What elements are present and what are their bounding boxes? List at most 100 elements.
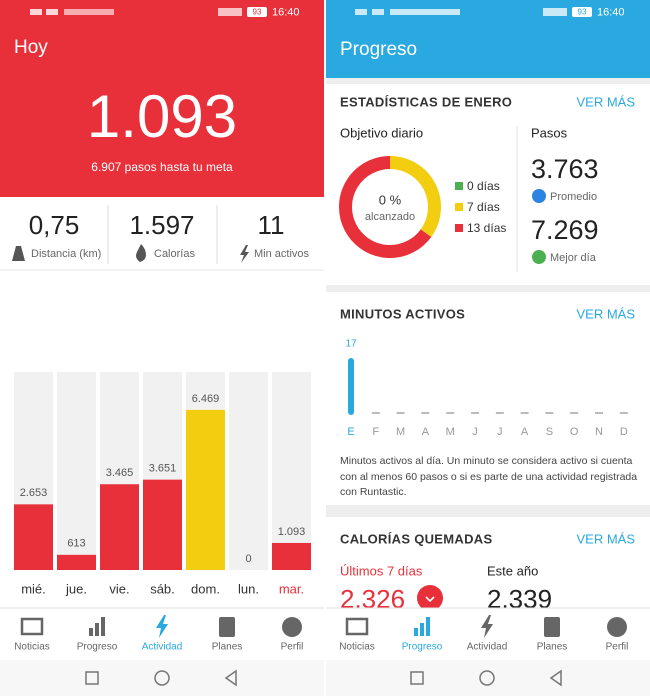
day-label[interactable]: vie. bbox=[109, 581, 129, 596]
bar bbox=[348, 358, 354, 415]
nav-icon bbox=[282, 617, 302, 637]
system-nav-bg bbox=[0, 660, 325, 696]
status-icons bbox=[355, 8, 567, 16]
column-bg bbox=[57, 372, 96, 570]
nav-icon bbox=[20, 617, 44, 636]
value-label: 3.465 bbox=[106, 467, 134, 479]
battery: 93 bbox=[578, 8, 587, 17]
system-nav-bg bbox=[325, 660, 650, 696]
card-title: CALORÍAS QUEMADAS bbox=[340, 531, 492, 546]
nav-label[interactable]: Noticias bbox=[14, 642, 50, 653]
minutes-chart: 17 E F M A M J J A S O N D bbox=[345, 339, 627, 438]
description: con al menos 60 pasos o si es parte de u… bbox=[340, 471, 637, 483]
see-more[interactable]: VER MÁS bbox=[576, 531, 635, 546]
day-label[interactable]: jue. bbox=[65, 581, 87, 596]
bolt-icon bbox=[240, 245, 249, 263]
left-header-bg bbox=[0, 0, 325, 197]
steps-title: Pasos bbox=[531, 125, 568, 140]
day-label[interactable]: sáb. bbox=[150, 581, 175, 596]
recents-button[interactable] bbox=[410, 671, 424, 685]
day-label[interactable]: lun. bbox=[238, 581, 259, 596]
battery: 93 bbox=[253, 8, 262, 17]
bar bbox=[272, 542, 311, 570]
nav-label[interactable]: Planes bbox=[537, 642, 568, 653]
bar bbox=[14, 504, 53, 570]
back-button[interactable] bbox=[549, 669, 562, 687]
see-more[interactable]: VER MÁS bbox=[576, 94, 635, 109]
month-label: M bbox=[446, 426, 455, 438]
today-steps: 1.093 bbox=[87, 83, 237, 150]
description: con Runtastic. bbox=[340, 486, 407, 498]
stat-value: 11 bbox=[258, 210, 285, 240]
status-time: 16:40 bbox=[272, 6, 300, 18]
nav-label[interactable]: Actividad bbox=[142, 642, 183, 653]
bottom-navs: Noticias Progreso Actividad Planes Perfil Not… bbox=[0, 607, 650, 696]
nav-icon bbox=[607, 617, 627, 637]
bar bbox=[143, 479, 182, 570]
goal-donut: 0 días 7 días 13 días 0 % alcanzado bbox=[339, 156, 506, 258]
card bbox=[325, 517, 650, 612]
stat-label: Min activos bbox=[254, 248, 310, 260]
day-label[interactable]: mar. bbox=[279, 581, 304, 596]
donut-segment bbox=[339, 156, 432, 258]
nav-label[interactable]: Progreso bbox=[77, 642, 118, 653]
nav-icon bbox=[156, 615, 168, 638]
day-label[interactable]: dom. bbox=[191, 581, 220, 596]
nav-label[interactable]: Planes bbox=[212, 642, 243, 653]
home-button[interactable] bbox=[154, 670, 170, 686]
dropdown-button[interactable] bbox=[417, 585, 443, 611]
day-label[interactable]: mié. bbox=[21, 581, 46, 596]
month-label: J bbox=[472, 426, 478, 438]
nav-label[interactable]: Perfil bbox=[281, 642, 304, 653]
home-button[interactable] bbox=[479, 670, 495, 686]
steps-remaining: 6.907 pasos hasta tu meta bbox=[91, 160, 233, 174]
screen-title: Hoy bbox=[14, 37, 48, 58]
stat-label: Calorías bbox=[154, 248, 195, 260]
nav-icon bbox=[414, 617, 430, 636]
back-button[interactable] bbox=[224, 669, 237, 687]
recents-button[interactable] bbox=[85, 671, 99, 685]
best-icon bbox=[532, 250, 546, 264]
best-steps: 7.269 bbox=[531, 215, 599, 245]
nav-icon bbox=[219, 617, 235, 637]
value-label: 613 bbox=[67, 538, 85, 550]
month-label: F bbox=[372, 426, 379, 438]
see-more[interactable]: VER MÁS bbox=[576, 306, 635, 321]
month-label: E bbox=[347, 426, 354, 438]
column-bg bbox=[229, 372, 268, 570]
legend-label: 13 días bbox=[467, 221, 506, 235]
legend-label: 7 días bbox=[467, 200, 500, 214]
card-title: ESTADÍSTICAS DE ENERO bbox=[340, 94, 512, 109]
month-label: D bbox=[620, 426, 628, 438]
donut-segment bbox=[389, 156, 441, 237]
status-icons bbox=[30, 7, 267, 17]
nav-icon bbox=[481, 615, 493, 638]
value-label: 17 bbox=[345, 339, 357, 350]
value-label: 6.469 bbox=[192, 393, 220, 405]
nav-label[interactable]: Progreso bbox=[402, 642, 443, 653]
flame-icon bbox=[136, 244, 146, 262]
value-label: 2.653 bbox=[20, 487, 48, 499]
nav-label[interactable]: Noticias bbox=[339, 642, 375, 653]
nav-icon bbox=[345, 617, 369, 636]
average-label: Promedio bbox=[550, 191, 597, 203]
month-label: A bbox=[422, 426, 430, 438]
bottom-nav-bg bbox=[0, 608, 325, 660]
stat-value: 1.597 bbox=[129, 210, 194, 240]
month-label: J bbox=[497, 426, 503, 438]
donut-center-value: 0 % bbox=[379, 192, 402, 207]
nav-icon bbox=[89, 617, 105, 636]
bottom-nav-bg bbox=[325, 608, 650, 660]
value-label: 1.093 bbox=[278, 526, 306, 538]
nav-label[interactable]: Actividad bbox=[467, 642, 508, 653]
legend-swatch bbox=[455, 182, 463, 190]
status-time: 16:40 bbox=[597, 6, 625, 18]
year-label: Este año bbox=[487, 563, 538, 578]
nav-label[interactable]: Perfil bbox=[606, 642, 629, 653]
description: Minutos activos al día. Un minuto se con… bbox=[340, 455, 633, 467]
goal-title: Objetivo diario bbox=[340, 125, 423, 140]
average-icon bbox=[532, 189, 546, 203]
stat-label: Distancia (km) bbox=[31, 248, 101, 260]
road-icon bbox=[12, 246, 25, 261]
legend-swatch bbox=[455, 203, 463, 211]
